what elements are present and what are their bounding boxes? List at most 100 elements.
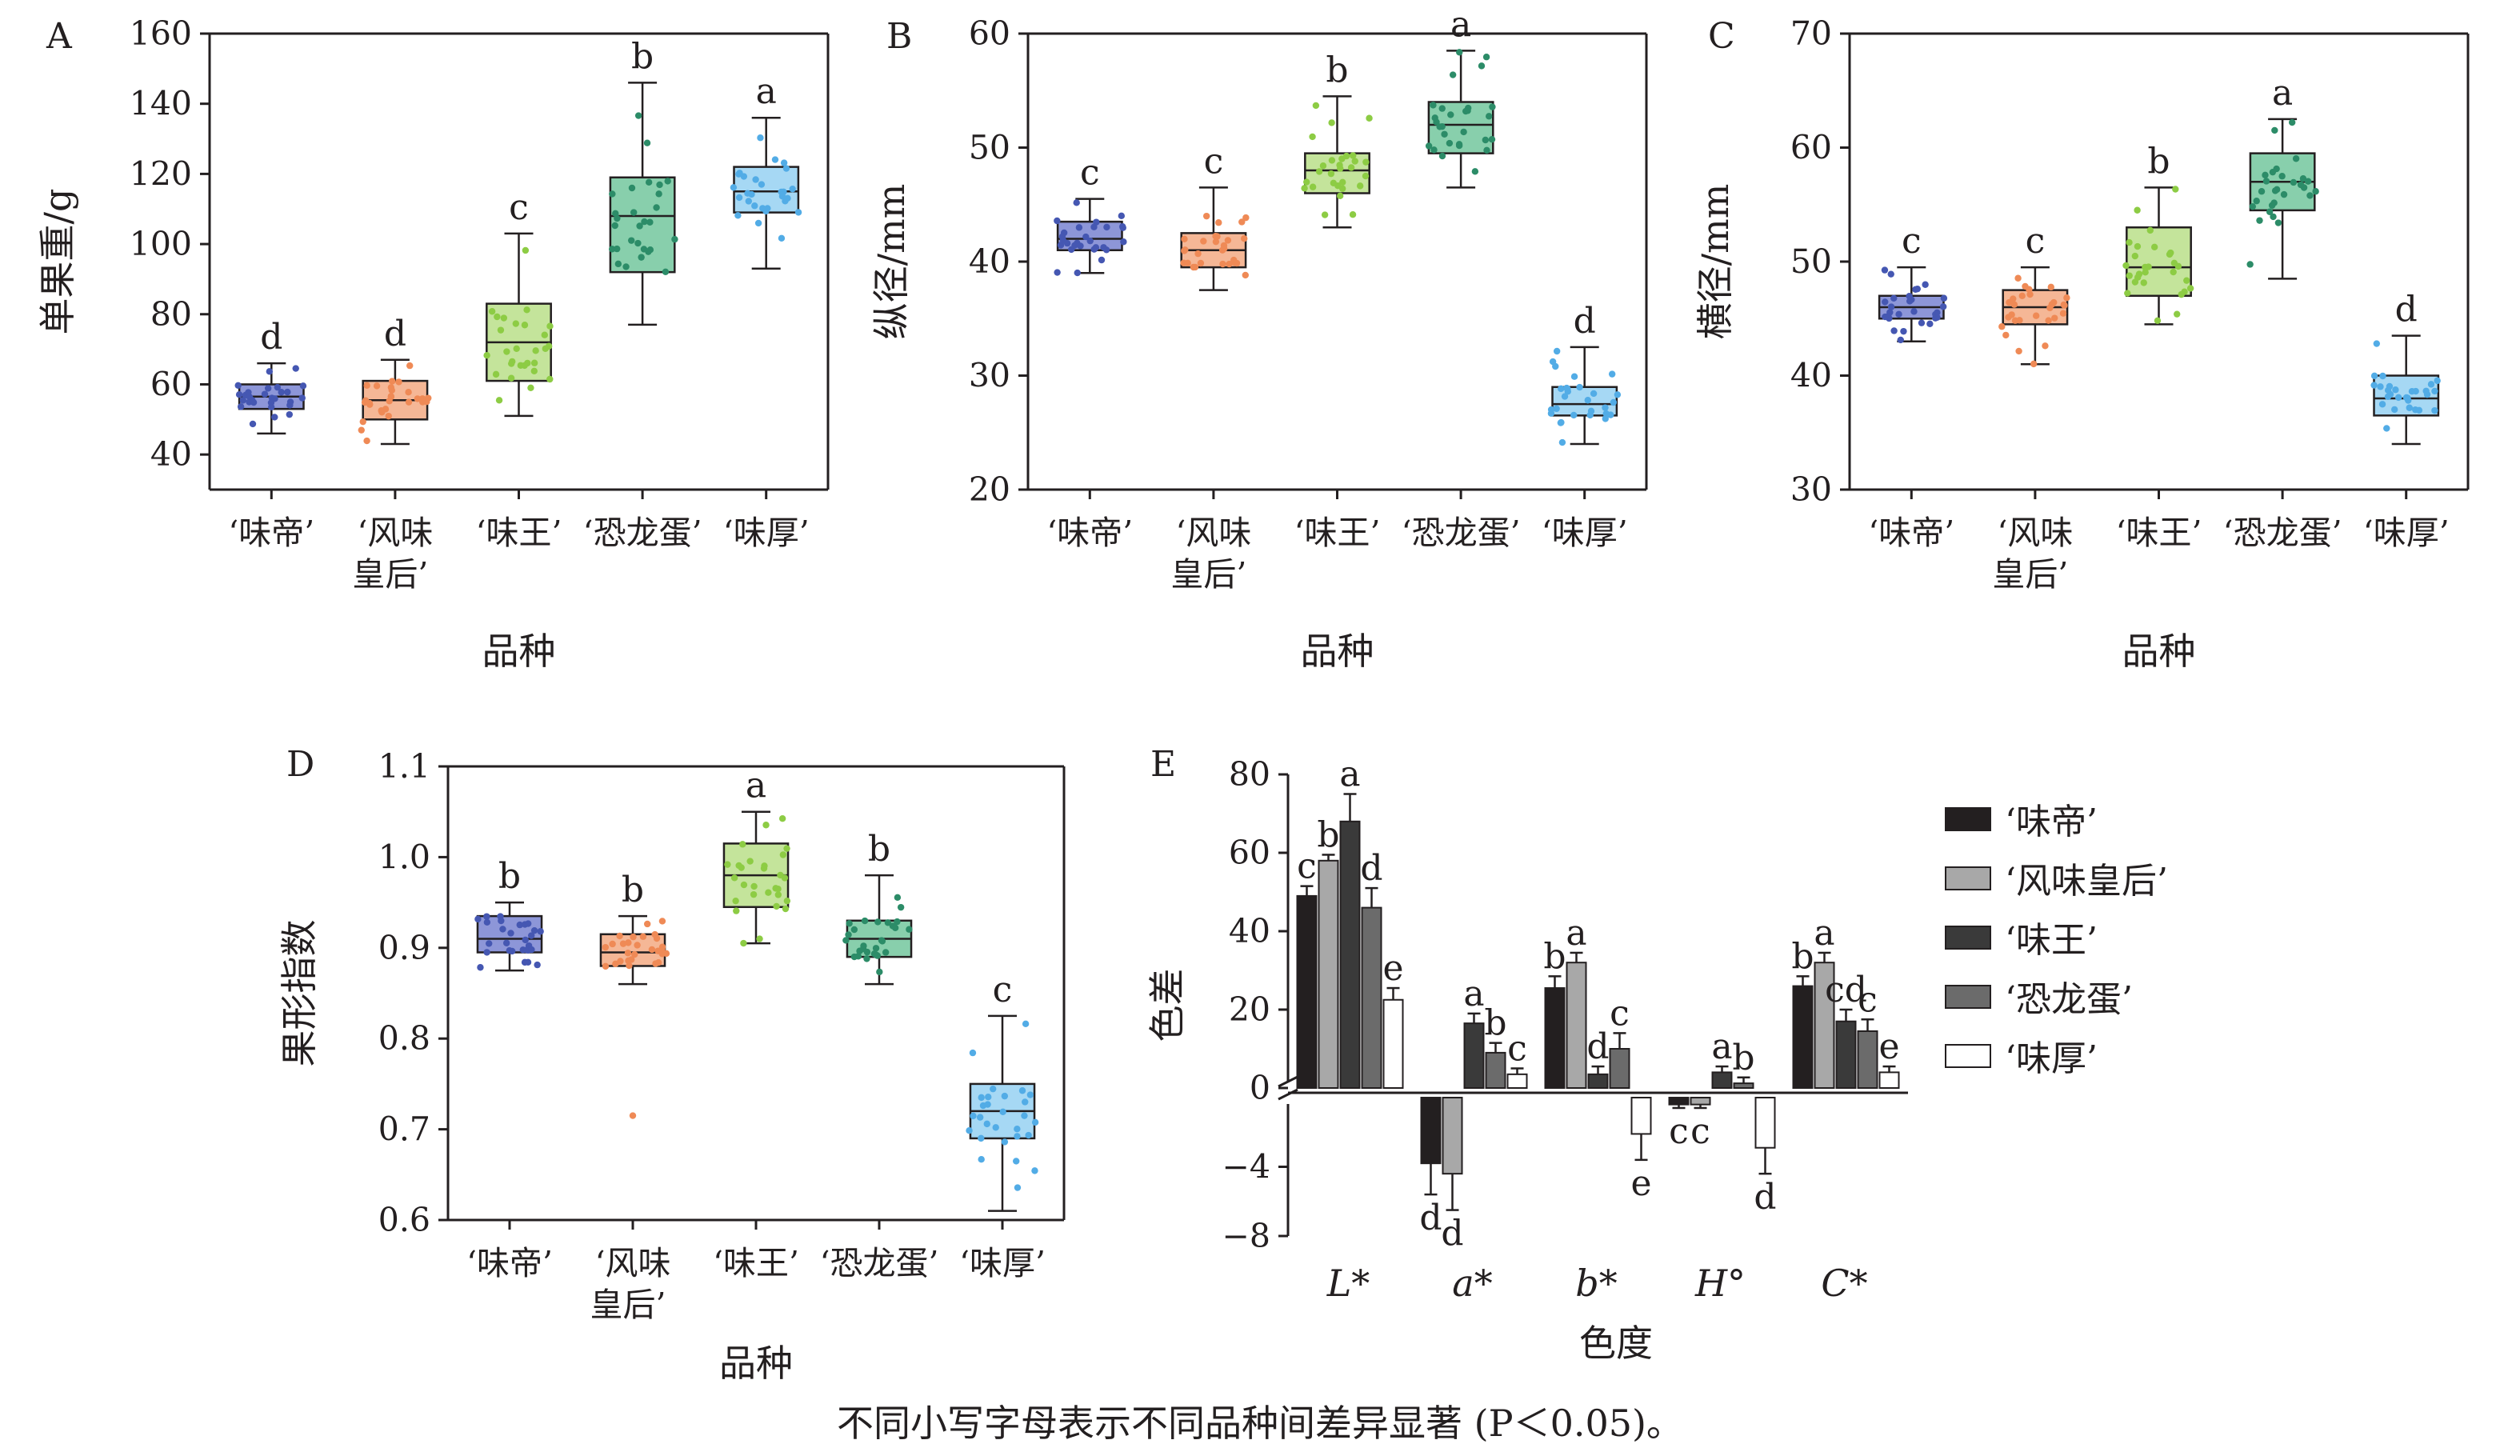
data-point: [1362, 172, 1370, 180]
data-point: [528, 932, 535, 939]
data-point: [1553, 405, 1560, 413]
data-point: [1219, 260, 1226, 268]
significance-letter: c: [993, 970, 1013, 1010]
data-point: [1590, 390, 1598, 398]
category-label: ‘风味: [594, 1244, 670, 1282]
y-tick-label: 60: [1229, 834, 1270, 872]
data-point: [1912, 286, 1919, 294]
data-point: [2384, 393, 2392, 401]
data-point: [2018, 292, 2026, 300]
data-point: [2045, 317, 2052, 324]
data-point: [1057, 242, 1065, 249]
data-point: [299, 382, 307, 390]
significance-letter: d: [1574, 301, 1596, 342]
y-tick-label: 60: [150, 365, 192, 403]
legend-label: ‘味王’: [2005, 920, 2098, 961]
data-point: [2431, 406, 2438, 414]
data-point: [235, 391, 243, 398]
group-label: H°: [1694, 1262, 1746, 1305]
data-point: [2014, 274, 2022, 282]
data-point: [891, 924, 899, 932]
data-point: [992, 1124, 999, 1131]
data-point: [614, 260, 622, 268]
data-point: [1100, 244, 1107, 251]
data-point: [735, 170, 742, 178]
outlier-point: [629, 1112, 637, 1119]
data-point: [1939, 303, 1947, 310]
data-point: [522, 936, 529, 944]
data-point: [1558, 385, 1565, 393]
data-point: [860, 942, 867, 950]
data-point: [2392, 386, 2399, 394]
data-point: [1181, 247, 1188, 254]
significance-letter: a: [1814, 913, 1834, 954]
data-point: [1926, 320, 1934, 327]
significance-letter: d: [1360, 848, 1382, 889]
data-point: [636, 222, 643, 230]
data-point: [2306, 192, 2314, 199]
data-point: [1194, 250, 1202, 258]
data-point: [1242, 214, 1250, 222]
data-point: [506, 946, 513, 954]
data-point: [730, 184, 738, 191]
data-point: [630, 209, 638, 216]
significance-letter: c: [2026, 221, 2046, 262]
data-point: [1220, 245, 1228, 253]
bar: [1485, 1051, 1506, 1090]
data-point: [1215, 219, 1222, 226]
data-point: [1602, 415, 1609, 422]
panel-letter-b: B: [886, 16, 912, 57]
data-point: [534, 961, 541, 969]
data-point: [1054, 269, 1061, 276]
data-point: [516, 921, 523, 929]
data-point: [1356, 182, 1364, 190]
data-point: [1231, 259, 1238, 266]
data-point: [1098, 256, 1106, 264]
data-point: [976, 1114, 984, 1121]
data-point: [521, 362, 528, 370]
category-label: ‘味厚’: [959, 1244, 1046, 1282]
data-point: [1608, 370, 1616, 378]
data-point: [2131, 252, 2139, 260]
data-point: [897, 903, 905, 911]
data-point: [626, 962, 633, 970]
data-point: [774, 886, 782, 893]
data-point: [628, 237, 635, 244]
data-point: [648, 946, 656, 954]
data-point: [1001, 1092, 1009, 1100]
y-tick-label: 0: [1250, 1069, 1270, 1107]
data-point: [2134, 274, 2142, 281]
data-point: [546, 322, 554, 330]
data-point: [750, 882, 758, 890]
data-point: [2304, 178, 2312, 185]
boxplot-panel-a: 40 60 80 100 120 140 160 单果重/g 品种 ‘味帝’ d ‘风味皇后’ d ‘味王…: [36, 14, 830, 673]
data-point: [406, 362, 414, 370]
significance-letter: a: [1463, 974, 1484, 1014]
data-point: [414, 395, 422, 402]
x-axis-label: 品种: [719, 1342, 793, 1385]
data-point: [502, 939, 510, 946]
data-point: [762, 822, 770, 829]
significance-letter: b: [1543, 936, 1566, 977]
data-point: [1054, 217, 1061, 225]
data-point: [1910, 308, 1918, 315]
data-point: [1561, 393, 1569, 400]
data-point: [1312, 102, 1320, 110]
data-point: [1471, 168, 1479, 175]
data-point: [1351, 158, 1358, 165]
data-point: [1489, 103, 1496, 110]
data-point: [1614, 391, 1622, 398]
data-point: [1447, 111, 1454, 118]
data-point: [1319, 162, 1327, 170]
data-point: [2258, 188, 2266, 195]
significance-letter: c: [1690, 1111, 1710, 1152]
y-tick-label: 120: [130, 154, 192, 193]
data-point: [234, 382, 242, 389]
category-label: 皇后’: [590, 1286, 666, 1324]
legend-label: ‘味厚’: [2005, 1038, 2098, 1079]
y-tick-label: 60: [1790, 129, 1832, 167]
data-point: [2378, 401, 2386, 408]
data-point: [2146, 226, 2154, 234]
data-point: [1906, 298, 1914, 305]
bar: [1754, 1097, 1776, 1149]
